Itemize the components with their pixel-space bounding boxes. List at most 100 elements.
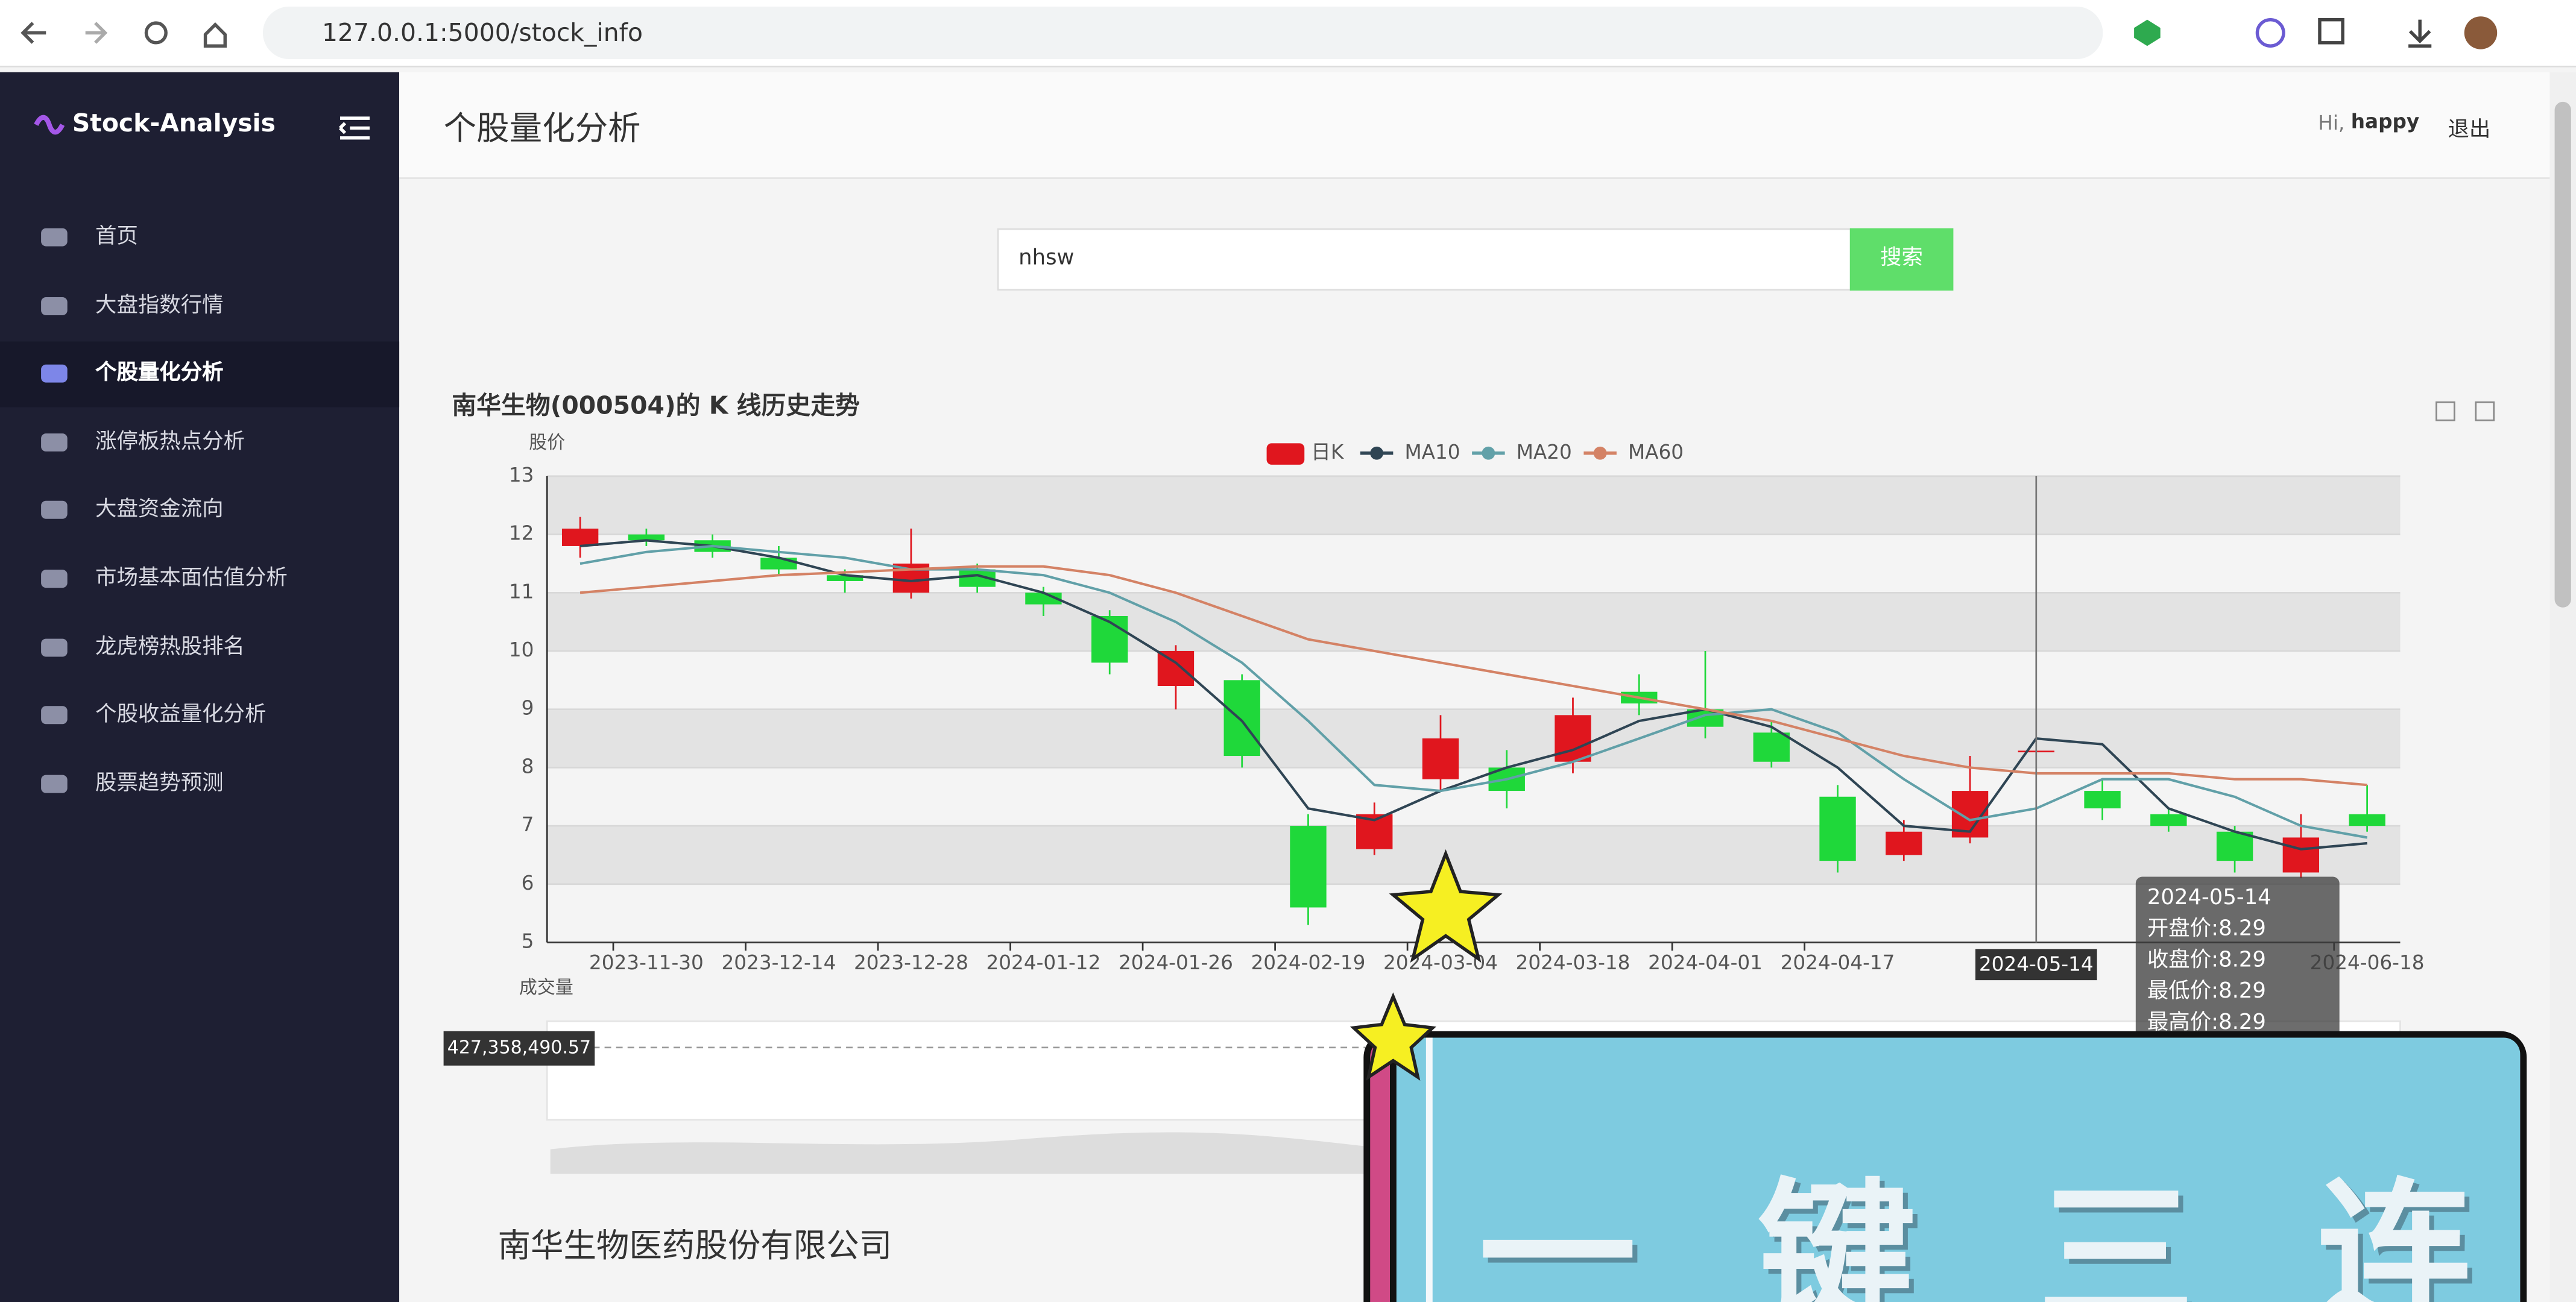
candle-body	[2150, 814, 2187, 826]
logout[interactable]: 退出	[2448, 118, 2491, 143]
chart-title: 南华生物(000504)的 K 线历史走势	[452, 391, 860, 420]
volume-pointer-label: 427,358,490.57	[447, 1037, 591, 1058]
tooltip-row: 最低价:8.29	[2147, 978, 2266, 1003]
grid	[547, 475, 2401, 943]
address-bar[interactable]: 127.0.0.1:5000/stock_info	[262, 6, 2103, 60]
y-axis-label: 股价	[529, 432, 565, 453]
y-tick-label: 5	[522, 929, 534, 952]
menu-icon	[41, 638, 68, 656]
legend-swatch	[1266, 443, 1305, 465]
volume-label: 成交量	[519, 977, 573, 998]
tooltip-row-label: 开盘价:	[2147, 916, 2218, 941]
candle-body	[2084, 791, 2121, 809]
browser-icons[interactable]	[2120, 0, 2546, 66]
menu-icon	[41, 296, 68, 315]
brand[interactable]: Stock-Analysis	[72, 108, 276, 138]
scrollbar[interactable]	[2549, 72, 2576, 1302]
menu-label: 首页	[95, 225, 138, 250]
menu-item[interactable]: 个股量化分析	[0, 342, 400, 408]
nav-buttons[interactable]	[0, 0, 247, 66]
menu-icon	[41, 501, 68, 520]
overlay-char: 键	[1758, 1164, 1916, 1302]
candle-body	[1819, 796, 1856, 861]
y-tick-label: 9	[522, 697, 534, 720]
y-tick-label: 12	[509, 522, 534, 545]
tooltip-row-label: 最低价:	[2147, 978, 2218, 1003]
x-tick-label: 2024-04-01	[1648, 951, 1763, 974]
candle-body	[1157, 650, 1195, 687]
x-tick-label: 2023-11-30	[589, 951, 704, 974]
candle-body	[1753, 732, 1790, 762]
menu-toggle[interactable]	[337, 115, 373, 142]
x-tick-label: 2023-12-28	[854, 951, 968, 974]
y-tick-label: 10	[509, 638, 534, 661]
user-name: happy	[2350, 110, 2420, 133]
ma-line	[579, 565, 2367, 787]
menu-label: 大盘指数行情	[95, 293, 224, 318]
page-title: 个股量化分析	[443, 108, 641, 148]
candle-body	[826, 575, 863, 581]
menu-item[interactable]: 个股收益量化分析	[0, 684, 399, 749]
tooltip-row-label: 收盘价:	[2147, 947, 2218, 972]
scroll-thumb[interactable]	[2554, 101, 2571, 608]
y-tick-label: 8	[522, 755, 534, 778]
pointer-label-box	[1975, 949, 2097, 981]
overlay-char: 连	[2316, 1164, 2475, 1302]
candle-body	[2216, 831, 2253, 861]
menu-icon	[41, 365, 68, 383]
menu-label: 个股量化分析	[95, 361, 224, 386]
menu-item[interactable]: 大盘指数行情	[0, 274, 399, 339]
x-tick-label: 2023-12-14	[721, 951, 836, 974]
company-name: 南华生物医药股份有限公司	[498, 1226, 892, 1265]
toolbox[interactable]	[2436, 401, 2495, 421]
menu-item[interactable]: 首页	[0, 205, 399, 271]
candle-body	[2349, 814, 2385, 826]
x-tick-label: 2024-04-17	[1781, 951, 1895, 974]
search-text: nhsw	[1018, 246, 1075, 271]
tooltip-row-value: 8.29	[2218, 978, 2266, 1003]
candle-body	[1422, 738, 1459, 779]
tooltip-row-value: 8.29	[2218, 916, 2266, 941]
search-button[interactable]: 搜索	[1849, 228, 1954, 291]
y-tick-label: 6	[522, 872, 534, 895]
candle-body	[1091, 615, 1128, 663]
menu-item[interactable]: 大盘资金流向	[0, 479, 399, 544]
menu-item[interactable]: 涨停板热点分析	[0, 410, 399, 476]
candle-body	[628, 534, 665, 541]
menu-icon	[41, 228, 68, 247]
logo	[34, 115, 65, 135]
legend-label: 日K	[1311, 441, 1345, 464]
legend-label: MA10	[1404, 441, 1460, 464]
tooltip-row: 最高价:8.29	[2147, 1010, 2266, 1034]
legend-dot	[1370, 446, 1384, 460]
sticker-body: 一键三连	[1389, 1037, 2521, 1302]
data-zoom[interactable]	[550, 1132, 1364, 1174]
sidebar: Stock-Analysis 首页大盘指数行情 个股量化分析 涨停板热点分析大盘资金…	[0, 72, 400, 1302]
menu-label: 涨停板热点分析	[95, 430, 245, 454]
tooltip-title: 2024-05-14	[2147, 885, 2271, 910]
header: 个股量化分析 Hi, happy 退出	[399, 72, 2550, 179]
candle-body	[1886, 831, 1922, 855]
overlay-sticker: 一键三连	[1363, 1031, 2527, 1302]
candle-body	[561, 528, 599, 546]
menu-icon	[41, 706, 68, 725]
split-area	[547, 709, 2401, 768]
tooltip-row: 开盘价:8.29	[2147, 916, 2266, 941]
menu-icon	[41, 433, 68, 451]
tooltip-row-label: 最高价:	[2147, 1010, 2218, 1034]
pointer-label: 2024-05-14	[1979, 953, 2094, 976]
menu-label: 龙虎榜热股排名	[95, 635, 245, 659]
url-text: 127.0.0.1:5000/stock_info	[322, 17, 643, 48]
sticker-edge	[1425, 1037, 1433, 1302]
overlay-char: 一	[1479, 1164, 1637, 1302]
menu-icon	[41, 570, 68, 588]
menu-item[interactable]: 股票趋势预测	[0, 752, 399, 817]
star	[1389, 849, 1503, 963]
legend-label: MA60	[1628, 441, 1684, 464]
search-input[interactable]: nhsw	[997, 228, 1852, 291]
star	[1350, 992, 1436, 1081]
menu-item[interactable]: 市场基本面估值分析	[0, 547, 399, 612]
menu-item[interactable]: 龙虎榜热股排名	[0, 615, 399, 681]
